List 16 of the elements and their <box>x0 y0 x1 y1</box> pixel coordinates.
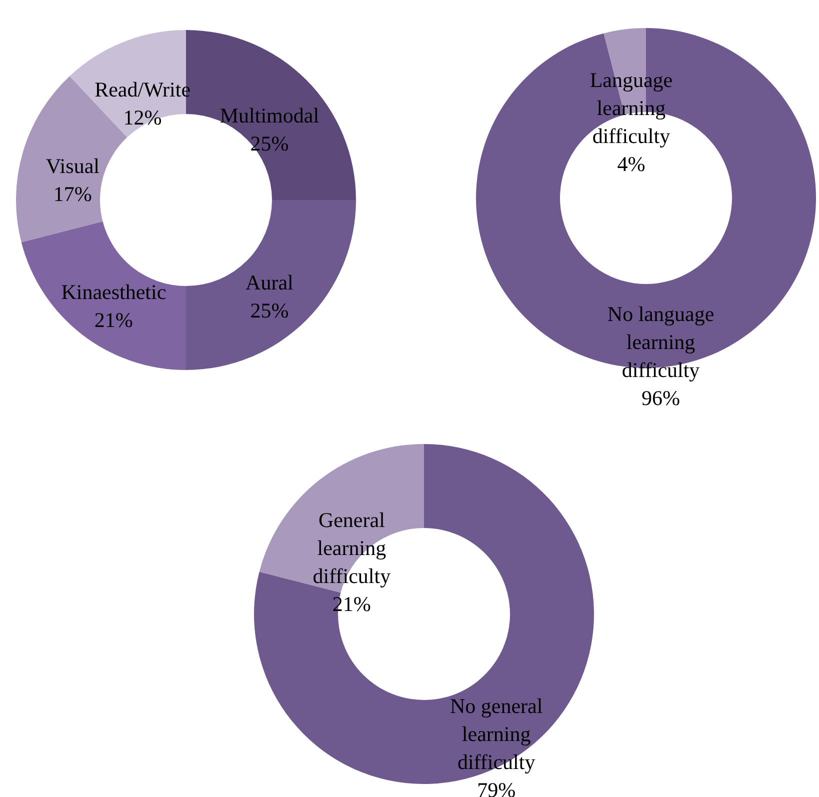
data-label: 25% <box>250 298 289 322</box>
data-label: 12% <box>123 105 162 130</box>
data-label: 4% <box>617 152 646 176</box>
data-label: 21% <box>94 308 133 332</box>
slice-label: Read/Write <box>94 77 191 102</box>
data-label: 96% <box>642 386 680 410</box>
slice-label: Multimodal <box>220 104 320 128</box>
donut-slice <box>21 221 186 370</box>
slice-label: Language learning difficulty <box>590 68 673 148</box>
slice-label: General learning difficulty <box>312 508 392 588</box>
data-label: 25% <box>250 132 289 156</box>
slice-label: Visual <box>46 154 100 178</box>
donut-slice <box>186 200 356 370</box>
slice-label: Aural <box>246 270 294 294</box>
slice-label: Kinaesthetic <box>61 280 166 304</box>
data-label: 17% <box>53 182 92 206</box>
